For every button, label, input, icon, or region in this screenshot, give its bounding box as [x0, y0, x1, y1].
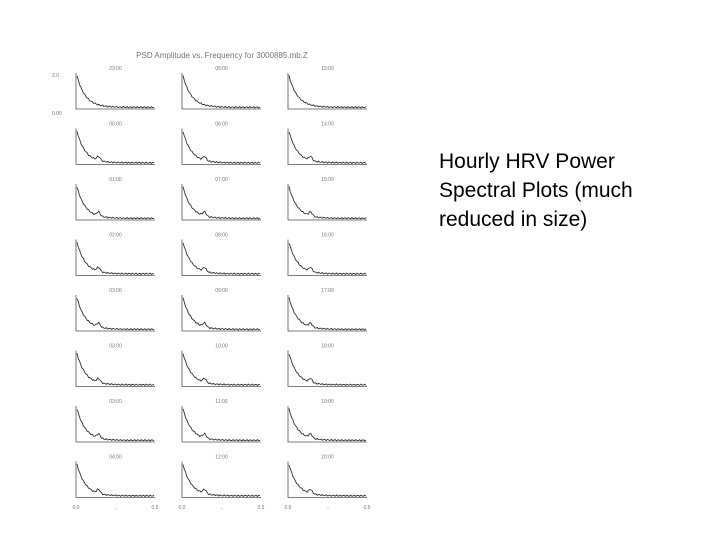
x-tick-label: 0.0 — [73, 505, 80, 511]
y-tick-label-top: 2.0 .. — [52, 73, 63, 79]
spectrum-line — [288, 408, 367, 442]
panel-label: 15:00 — [321, 177, 334, 183]
spectrum-line — [182, 353, 261, 387]
slide-caption: Hourly HRV Power Spectral Plots (much re… — [439, 147, 709, 234]
x-tick-label: 0.5 — [258, 505, 265, 511]
panel-label: 02:00 — [109, 233, 122, 239]
panel-label: 13:00 — [321, 66, 334, 72]
panel-label: 03:00 — [109, 288, 122, 294]
panel-axes — [287, 239, 367, 276]
spectrum-line — [288, 132, 367, 165]
panel-axes — [287, 73, 367, 110]
panel-axes — [287, 295, 367, 332]
spectrum-line — [76, 463, 155, 498]
spectrum-line — [288, 297, 367, 331]
panel-axes — [287, 406, 367, 443]
panel-label: 08:00 — [215, 233, 228, 239]
x-tick-label: 0.5 — [364, 505, 371, 511]
panel-label: 04:00 — [109, 455, 122, 461]
panel-label: 06:00 — [215, 122, 228, 128]
panel-axes — [181, 461, 261, 498]
x-tick-label: 0.0 — [285, 505, 292, 511]
panel-axes — [75, 461, 155, 498]
panel-axes — [75, 73, 155, 110]
panel-axes — [181, 406, 261, 443]
spectrum-line — [182, 464, 261, 498]
panel-label: 03:00 — [109, 399, 122, 405]
panel-axes — [75, 350, 155, 387]
panel-label: 03:00 — [109, 344, 122, 350]
panel-axes — [181, 128, 261, 165]
spectrum-line — [182, 131, 261, 165]
panel-label: 07:00 — [215, 177, 228, 183]
spectrum-line — [76, 242, 155, 276]
panel-axes — [287, 184, 367, 221]
caption-line: Hourly HRV Power — [439, 150, 615, 173]
spectrum-line — [182, 242, 261, 276]
panel-axes — [181, 295, 261, 332]
spectrum-line — [182, 297, 261, 331]
panel-label: 11:00 — [215, 399, 227, 405]
x-tick-label: .. — [221, 505, 224, 511]
spectrum-line — [76, 409, 155, 442]
spectral-panels: 23:00 05:00 13:00 00:00 06:00 14:00 01:00 07:00… — [75, 66, 367, 498]
panel-label: 20:00 — [321, 455, 334, 461]
spectrum-line — [182, 75, 261, 109]
panel-axes — [75, 184, 155, 221]
x-tick-label: .. — [327, 505, 330, 511]
spectrum-line — [288, 354, 367, 387]
spectrum-line — [76, 352, 155, 386]
x-tick-label: 0.0 — [179, 505, 186, 511]
panel-label: 12:00 — [215, 455, 228, 461]
panel-label: 10:00 — [215, 344, 228, 350]
spectrum-line — [76, 298, 155, 331]
caption-line: Spectral Plots (much — [439, 179, 633, 202]
panel-axes — [181, 184, 261, 221]
panel-label: 05:00 — [215, 66, 228, 72]
panel-label: 01:00 — [109, 177, 122, 183]
x-tick-label: .. — [115, 505, 118, 511]
panel-label: 18:00 — [321, 344, 334, 350]
panel-axes — [181, 239, 261, 276]
spectrum-line — [288, 186, 367, 220]
spectrum-line — [182, 186, 261, 220]
caption-line: reduced in size) — [439, 208, 588, 231]
x-tick-label: 0.5 — [152, 505, 159, 511]
spectrum-line — [76, 75, 155, 109]
panel-axes — [75, 406, 155, 443]
panel-label: 00:00 — [109, 122, 122, 128]
panel-axes — [181, 350, 261, 387]
panel-label: 17:00 — [321, 288, 334, 294]
y-tick-label-bottom: 0.00 — [52, 111, 62, 117]
panel-label: 16:00 — [321, 233, 334, 239]
chart-title: PSD Amplitude vs. Frequency for 3000885.… — [136, 51, 308, 60]
panel-label: 23:00 — [109, 66, 122, 72]
panel-axes — [75, 295, 155, 332]
panel-label: 19:00 — [321, 399, 334, 405]
panel-axes — [75, 239, 155, 276]
spectrum-line — [182, 408, 261, 442]
spectrum-line — [288, 75, 367, 109]
panel-axes — [75, 128, 155, 165]
panel-label: 09:00 — [215, 288, 228, 294]
spectrum-line — [76, 187, 155, 220]
spectrum-line — [76, 131, 154, 165]
panel-axes — [287, 128, 367, 165]
panel-label: 14:00 — [321, 122, 334, 128]
panel-axes — [287, 461, 367, 498]
panel-axes — [181, 73, 261, 110]
spectrum-line — [288, 464, 367, 497]
spectrum-line — [288, 243, 367, 276]
panel-axes — [287, 350, 367, 387]
